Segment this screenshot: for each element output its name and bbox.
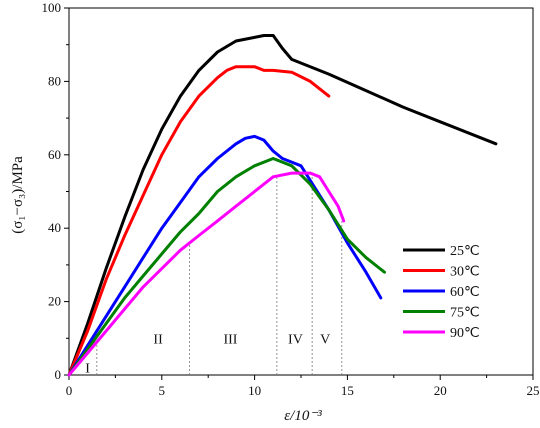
series-line	[67, 157, 386, 377]
legend-label: 75℃	[450, 306, 480, 321]
y-tick-label: 20	[48, 294, 61, 309]
stage-label: II	[153, 332, 163, 347]
series-lines	[67, 34, 498, 377]
legend: 25℃ 30℃ 60℃ 75℃ 90℃	[403, 244, 480, 341]
series-line	[67, 171, 346, 377]
y-tick-label: 0	[55, 367, 62, 382]
y-tick-label: 80	[48, 73, 61, 88]
legend-label: 25℃	[450, 244, 480, 259]
stage-lines: III III IV V	[85, 173, 343, 377]
stage-label: IV	[288, 332, 303, 347]
legend-label: 60℃	[450, 285, 480, 300]
x-tick-label: 0	[66, 383, 73, 398]
x-tick-label: 5	[159, 383, 166, 398]
x-tick-label: 15	[341, 383, 354, 398]
series-line	[67, 65, 331, 377]
stage-label: I	[85, 362, 90, 377]
y-tick-label: 60	[48, 147, 61, 162]
stage-label: V	[320, 332, 330, 347]
y-tick-label: 40	[48, 220, 61, 235]
x-tick-label: 25	[527, 383, 540, 398]
axes: 0 5 10 15 20 25 0 20 40 60 80 100	[42, 0, 540, 398]
x-tick-label: 20	[434, 383, 447, 398]
y-tick-label: 100	[42, 0, 62, 15]
stage-label: III	[223, 332, 237, 347]
legend-label: 30℃	[450, 265, 480, 280]
legend-label: 90℃	[450, 326, 480, 341]
x-tick-label: 10	[248, 383, 261, 398]
y-axis-title: (σ₁−σ₃)/MPa	[10, 156, 26, 234]
series-line	[67, 34, 498, 377]
x-axis-title: ε/10⁻³	[284, 408, 322, 424]
